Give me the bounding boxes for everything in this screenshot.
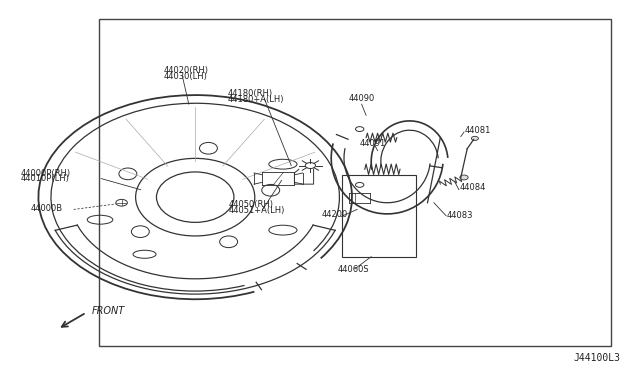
Ellipse shape (460, 175, 468, 180)
Text: 44081: 44081 (465, 126, 491, 135)
Text: 44200: 44200 (321, 209, 348, 218)
Text: 44180+A(LH): 44180+A(LH) (228, 94, 284, 103)
Text: J44100L3: J44100L3 (574, 353, 621, 363)
Ellipse shape (471, 136, 479, 140)
Text: 44083: 44083 (447, 211, 473, 219)
Text: 44010P(LH): 44010P(LH) (21, 174, 70, 183)
Bar (342, 175, 416, 257)
Text: 44000P(RH): 44000P(RH) (21, 169, 71, 177)
Text: 44051+A(LH): 44051+A(LH) (229, 206, 285, 215)
Text: 44180(RH): 44180(RH) (228, 89, 273, 98)
Text: FRONT: FRONT (92, 306, 125, 315)
Text: 44030(LH): 44030(LH) (163, 72, 207, 81)
Text: 44091: 44091 (360, 139, 386, 148)
Bar (99, 19, 611, 346)
Text: 44060S: 44060S (337, 265, 369, 274)
Text: 44020(RH): 44020(RH) (163, 65, 208, 74)
Text: 44000B: 44000B (31, 203, 63, 212)
Text: 44090: 44090 (348, 94, 374, 103)
Text: 44084: 44084 (460, 183, 486, 192)
Text: 44050(RH): 44050(RH) (229, 200, 274, 209)
